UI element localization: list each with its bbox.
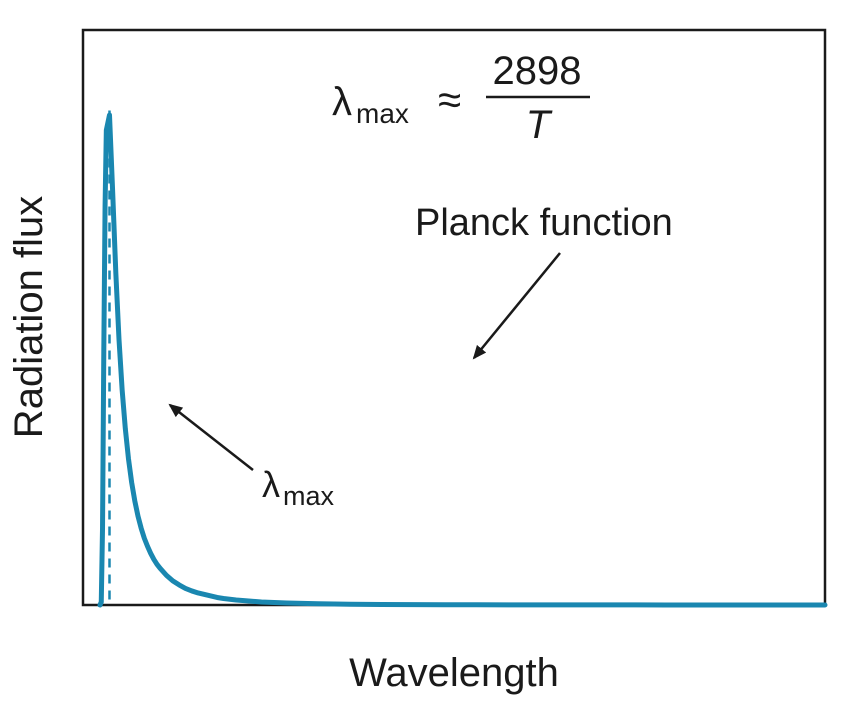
lambda-max-label-subscript: max bbox=[283, 481, 335, 511]
formula-lambda-subscript: max bbox=[356, 98, 409, 129]
formula-denominator: T bbox=[526, 103, 553, 147]
x-axis-label: Wavelength bbox=[349, 651, 559, 695]
lambda-max-label: λ bbox=[262, 464, 280, 505]
formula-lambda: λ bbox=[332, 80, 352, 124]
plot-frame bbox=[81, 28, 827, 607]
curve-label: Planck function bbox=[415, 202, 673, 244]
y-axis-label: Radiation flux bbox=[7, 196, 51, 438]
marks-layer bbox=[97, 110, 828, 608]
planck-curve-line-0 bbox=[97, 112, 828, 608]
formula-numerator: 2898 bbox=[493, 49, 582, 93]
curve-label-arrow bbox=[472, 252, 561, 360]
lambda-max-arrow bbox=[168, 403, 254, 471]
formula-approx-sign: ≈ bbox=[438, 76, 461, 123]
